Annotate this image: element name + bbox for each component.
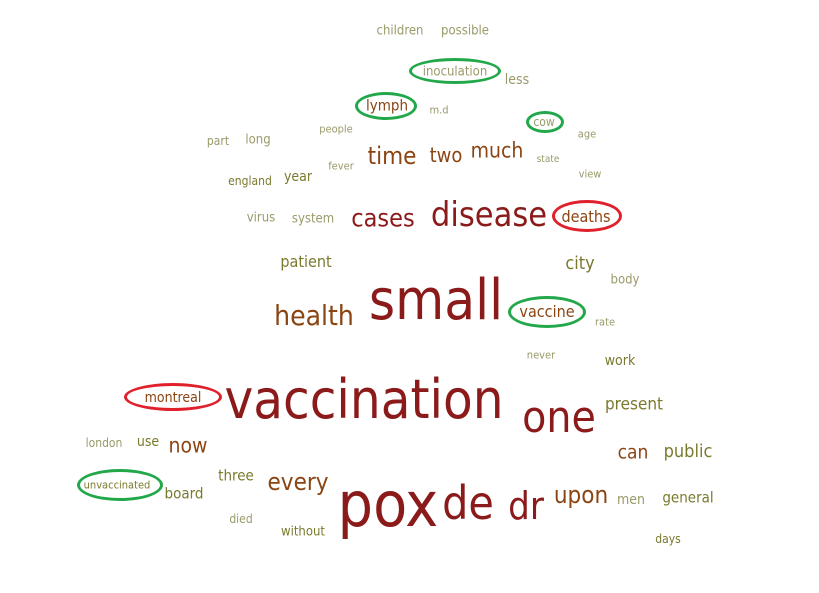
word-two: two — [429, 143, 463, 167]
word-disease: disease — [430, 195, 548, 235]
word-pox: pox — [337, 468, 439, 541]
word-use: use — [136, 434, 160, 450]
highlight-ellipse-inoculation — [409, 58, 501, 84]
highlight-ellipse-deaths — [552, 200, 622, 232]
word-public: public — [663, 441, 713, 462]
word-time: time — [367, 142, 417, 170]
word-view: view — [578, 167, 602, 181]
word-health: health — [274, 299, 354, 332]
word-md: m.d — [429, 103, 449, 117]
word-board: board — [164, 484, 204, 503]
highlight-ellipse-cow — [526, 111, 564, 133]
word-vaccination: vaccination — [224, 368, 504, 431]
word-work: work — [604, 353, 636, 369]
word-lymph: lymph — [365, 96, 409, 115]
word-upon: upon — [553, 481, 609, 509]
word-vaccine: vaccine — [519, 302, 575, 321]
word-body: body — [610, 272, 640, 288]
word-virus: virus — [246, 210, 276, 226]
word-days: days — [655, 532, 681, 546]
word-men: men — [616, 492, 646, 508]
highlight-ellipse-lymph — [355, 92, 417, 120]
word-long: long — [245, 132, 271, 148]
word-less: less — [504, 72, 530, 88]
highlight-ellipse-vaccine — [508, 296, 586, 328]
word-year: year — [283, 169, 313, 185]
word-cow: cow — [533, 115, 555, 129]
word-general: general — [662, 488, 714, 507]
word-montreal: montreal — [144, 390, 202, 406]
word-patient: patient — [280, 252, 332, 271]
word-system: system — [291, 211, 335, 227]
word-can: can — [617, 441, 649, 464]
word-one: one — [522, 392, 596, 443]
word-cases: cases — [351, 203, 415, 233]
word-people: people — [319, 122, 353, 136]
word-rate: rate — [594, 315, 616, 329]
word-died: died — [229, 512, 253, 526]
word-unvaccinated: unvaccinated — [83, 478, 151, 492]
word-part: part — [206, 134, 230, 148]
word-small: small — [368, 268, 504, 333]
highlight-ellipse-montreal — [124, 383, 222, 411]
word-dr: dr — [508, 484, 544, 528]
word-city: city — [565, 253, 595, 274]
word-london: london — [85, 436, 123, 450]
word-inoculation: inoculation — [422, 64, 488, 80]
highlight-ellipse-unvaccinated — [77, 469, 163, 501]
word-present: present — [604, 394, 664, 415]
word-never: never — [526, 348, 556, 362]
word-without: without — [281, 524, 325, 540]
word-de: de — [442, 476, 494, 530]
word-now: now — [168, 433, 208, 458]
word-state: state — [536, 154, 560, 165]
word-much: much — [470, 138, 524, 163]
word-possible: possible — [441, 23, 489, 39]
word-england: england — [228, 174, 272, 188]
word-age: age — [577, 127, 597, 141]
word-fever: fever — [328, 159, 354, 173]
word-every: every — [267, 468, 329, 496]
word-deaths: deaths — [561, 207, 611, 226]
word-three: three — [218, 466, 254, 485]
word-children: children — [376, 23, 424, 39]
